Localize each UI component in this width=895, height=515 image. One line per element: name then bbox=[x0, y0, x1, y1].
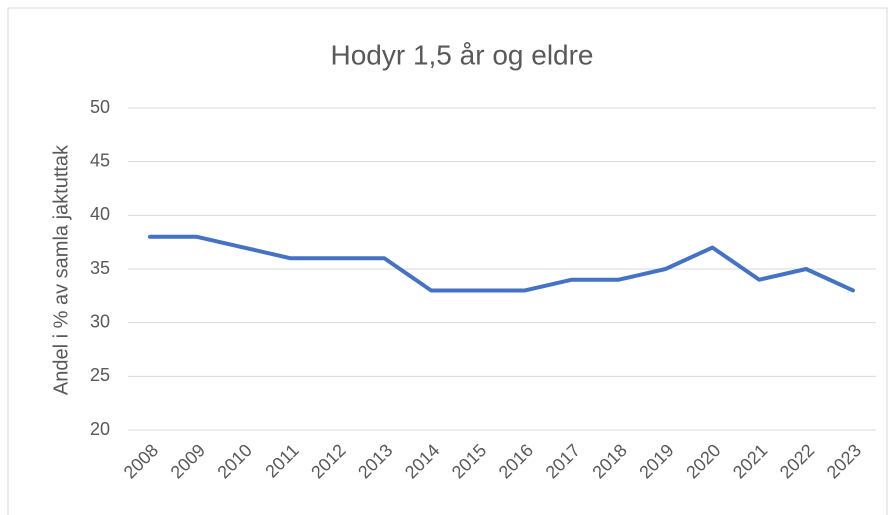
y-tick-label: 50 bbox=[90, 97, 110, 117]
chart-frame bbox=[7, 7, 888, 515]
y-tick-label: 40 bbox=[90, 204, 110, 224]
y-tick-label: 20 bbox=[90, 419, 110, 439]
y-axis-label: Andel i % av samla jaktuttak bbox=[50, 144, 72, 395]
y-tick-label: 35 bbox=[90, 258, 110, 278]
data-line bbox=[148, 234, 855, 293]
y-tick-label: 45 bbox=[90, 150, 110, 170]
y-tick-label: 25 bbox=[90, 365, 110, 385]
chart-title: Hodyr 1,5 år og eldre bbox=[330, 39, 593, 70]
y-tick-label: 30 bbox=[90, 311, 110, 331]
